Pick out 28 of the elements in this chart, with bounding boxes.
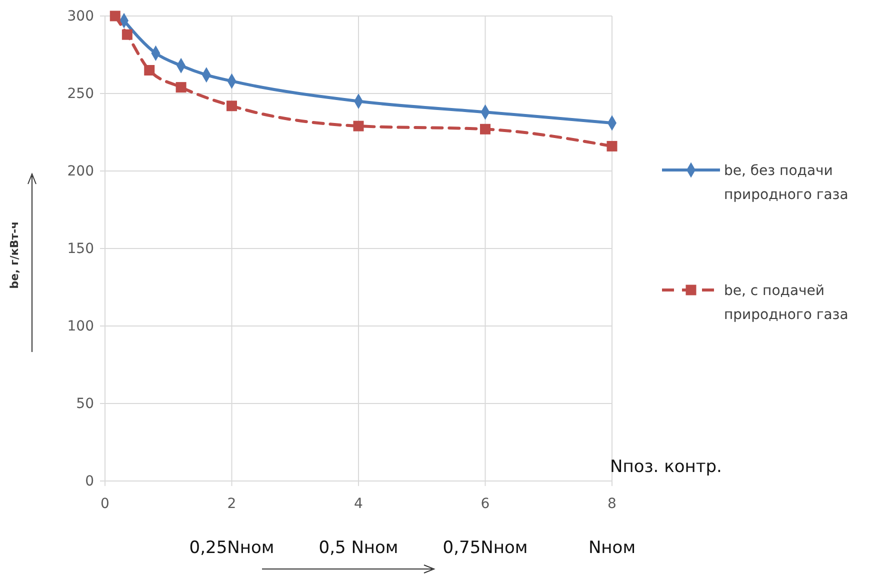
y-tick-label: 150 (67, 240, 94, 257)
y-tick-label: 0 (85, 473, 94, 490)
y-tick-label: 250 (67, 86, 94, 102)
point (226, 100, 237, 112)
x2-tick-label: 0,25Nном (189, 538, 274, 558)
point (110, 10, 120, 22)
legend-label: be, с подачей природного газа (724, 283, 848, 323)
x-axis-title: Nпоз. контр. (610, 457, 722, 477)
point (353, 120, 364, 132)
x-tick-label: 4 (354, 496, 364, 512)
y-tick-label: 100 (67, 318, 94, 334)
y-tick-label: 200 (67, 163, 94, 180)
legend-label: be, без подачи природного газа (724, 163, 848, 203)
y-tick-label: 300 (67, 8, 94, 24)
x-tick-label: 6 (480, 496, 490, 512)
x-tick-label: 0 (100, 496, 110, 512)
x2-tick-label: 0,5 Nном (318, 538, 398, 558)
y-tick-label: 50 (76, 396, 94, 412)
x2-tick-label: 0,75Nном (442, 538, 528, 558)
point (144, 65, 155, 76)
point (122, 29, 132, 40)
point (176, 82, 186, 93)
y-axis-title: be, г/кВт-ч (8, 221, 21, 289)
point (480, 124, 490, 134)
x2-tick-label: Nном (588, 538, 636, 558)
x-tick-label: 8 (608, 496, 616, 512)
point (606, 140, 618, 152)
x-tick-label: 2 (227, 496, 236, 512)
